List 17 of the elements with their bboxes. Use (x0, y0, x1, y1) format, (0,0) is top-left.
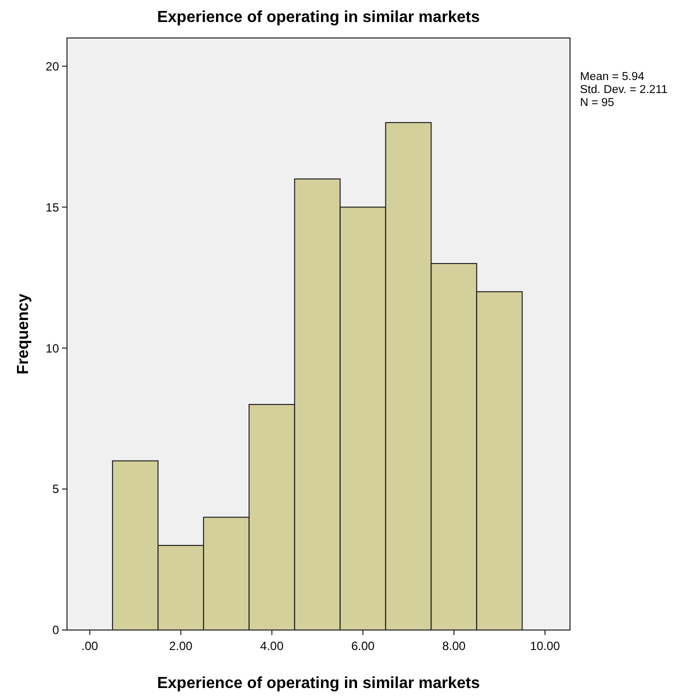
y-tick-label: 5 (52, 482, 60, 496)
text: Std. Dev. = 2.211 (580, 84, 668, 96)
x-tick-label: 8.00 (442, 639, 466, 653)
y-axis-title: Frequency (15, 293, 32, 374)
x-tick-label: 6.00 (351, 639, 375, 653)
text: Mean = 5.94 (580, 71, 645, 83)
x-tick-label: 4.00 (260, 639, 284, 653)
x-tick-label: .00 (81, 639, 98, 653)
x-tick-label: 2.00 (169, 639, 193, 653)
text: N = 95 (580, 97, 614, 109)
y-tick-label: 0 (52, 623, 60, 638)
x-axis-title: Experience of operating in similar markets (157, 675, 480, 692)
x-tick-label: 10.00 (530, 639, 560, 653)
y-tick-label: 10 (46, 341, 60, 356)
chart-title: Experience of operating in similar markets (157, 9, 480, 26)
y-tick-label: 15 (46, 200, 60, 214)
y-tick-label: 20 (46, 59, 60, 74)
